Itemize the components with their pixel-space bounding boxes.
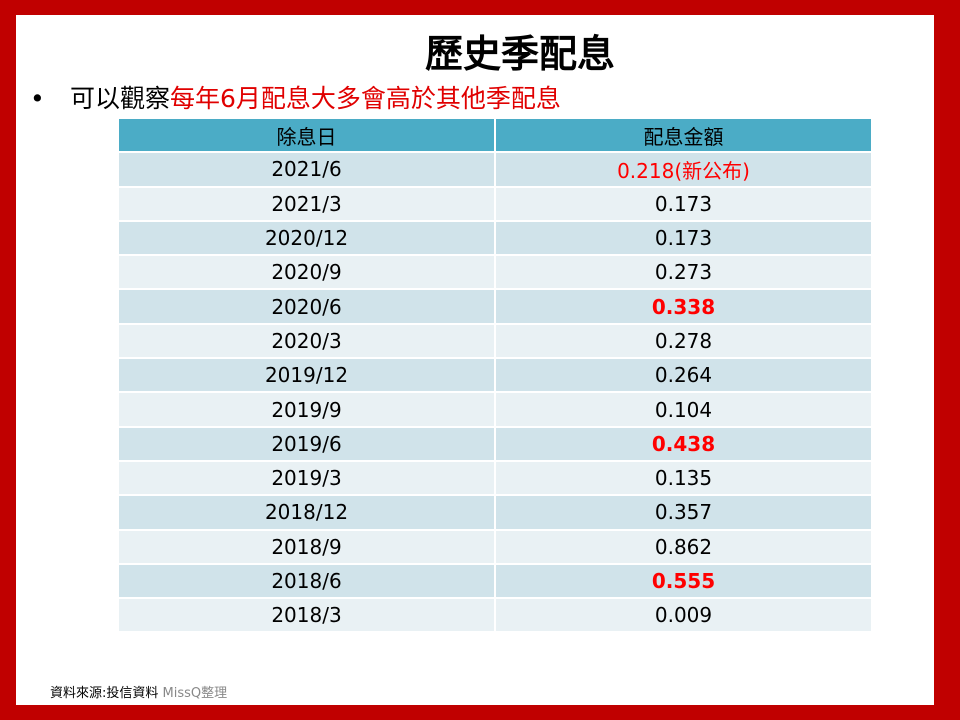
cell-amount: 0.173 <box>495 220 871 257</box>
cell-date: 2020/12 <box>119 220 496 257</box>
cell-date: 2020/9 <box>119 255 496 291</box>
cell-date: 2019/9 <box>119 392 496 428</box>
table-row: 2021/3 0.173 <box>119 186 871 222</box>
table-row: 2019/12 0.264 <box>119 358 871 394</box>
cell-date: 2019/3 <box>119 460 496 497</box>
cell-date: 2019/12 <box>119 358 496 394</box>
table-row: 2021/6 0.218(新公布) <box>119 152 871 188</box>
cell-date: 2020/6 <box>119 289 496 325</box>
table-body: 2021/6 0.218(新公布) 2021/3 0.173 2020/12 0.173 2… <box>119 152 871 634</box>
source-note: 資料來源:投信資料 MissQ整理 <box>50 682 227 701</box>
cell-date: 2018/6 <box>119 563 496 600</box>
table-row: 2020/9 0.273 <box>119 255 871 291</box>
table-row: 2019/3 0.135 <box>119 460 871 497</box>
cell-amount: 0.278 <box>495 323 871 360</box>
table-row: 2018/6 0.555 <box>119 563 871 600</box>
cell-amount: 0.438 <box>495 426 871 462</box>
table-row: 2019/6 0.438 <box>119 426 871 462</box>
table-row: 2020/12 0.173 <box>119 220 871 257</box>
cell-date: 2020/3 <box>119 323 496 360</box>
table-row: 2018/12 0.357 <box>119 495 871 531</box>
cell-date: 2018/3 <box>119 598 496 634</box>
cell-amount: 0.555 <box>495 563 871 600</box>
cell-amount: 0.009 <box>495 598 871 634</box>
cell-date: 2018/12 <box>119 495 496 531</box>
cell-amount: 0.338 <box>495 289 871 325</box>
cell-date: 2021/6 <box>119 152 496 188</box>
source-label: 資料來源:投信資料 <box>50 686 159 701</box>
cell-amount: 0.173 <box>495 186 871 222</box>
cell-amount: 0.264 <box>495 358 871 394</box>
cell-amount: 0.273 <box>495 255 871 291</box>
table-row: 2018/3 0.009 <box>119 598 871 634</box>
page-title: 歷史季配息 <box>424 32 615 76</box>
header-dividend-amount: 配息金額 <box>495 119 871 154</box>
cell-date: 2021/3 <box>119 186 496 222</box>
cell-date: 2019/6 <box>119 426 496 462</box>
cell-amount: 0.218(新公布) <box>495 152 871 188</box>
bullet-text: 可以觀察 <box>70 84 171 113</box>
cell-amount: 0.135 <box>495 460 871 497</box>
cell-amount: 0.104 <box>495 392 871 428</box>
cell-date: 2018/9 <box>119 529 496 565</box>
header-ex-dividend-date: 除息日 <box>119 119 496 154</box>
table-header-row: 除息日 配息金額 <box>119 119 871 154</box>
cell-amount: 0.862 <box>495 529 871 565</box>
bullet-icon: • <box>30 84 45 113</box>
source-author: MissQ整理 <box>162 686 228 701</box>
bullet-point: • 可以觀察每年6月配息大多會高於其他季配息 <box>30 79 561 115</box>
dividend-table: 除息日 配息金額 2021/6 0.218(新公布) 2021/3 0.173 2020… <box>119 119 871 634</box>
table-row: 2020/6 0.338 <box>119 289 871 325</box>
cell-amount: 0.357 <box>495 495 871 531</box>
bullet-highlight-text: 每年6月配息大多會高於其他季配息 <box>170 84 561 113</box>
table-row: 2018/9 0.862 <box>119 529 871 565</box>
table-row: 2019/9 0.104 <box>119 392 871 428</box>
table-row: 2020/3 0.278 <box>119 323 871 360</box>
slide: 歷史季配息 • 可以觀察每年6月配息大多會高於其他季配息 除息日 配息金額 202… <box>16 15 934 705</box>
